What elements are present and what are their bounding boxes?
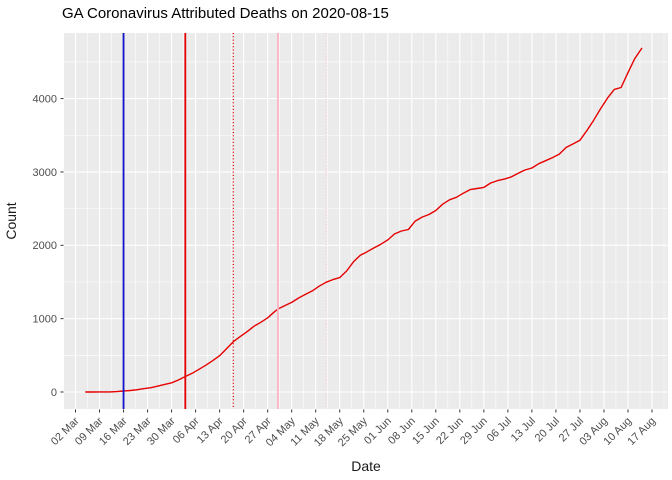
grid-layer [64,33,668,409]
x-tick-label: 20 Jul [533,415,562,444]
x-tick-label: 29 Jun [458,415,490,447]
x-tick-label: 06 Jul [485,415,514,444]
y-axis-title: Count [3,202,19,239]
chart-title: GA Coronavirus Attributed Deaths on 2020… [62,5,389,22]
y-tick-label: 1000 [33,313,57,325]
y-tick-label: 3000 [33,167,57,179]
event-lines-layer [122,33,327,409]
cumulative-deaths-line [85,47,643,393]
x-tick-label: 30 Mar [145,415,178,448]
x-tick-label: 13 Jul [509,415,538,444]
series-layer [85,47,643,393]
plot-panel-layer [64,33,668,409]
y-tick-label: 4000 [33,93,57,105]
x-axis-title: Date [351,458,381,474]
y-tick-label: 0 [51,387,57,399]
plot-panel [64,33,668,409]
y-tick-label: 2000 [33,240,57,252]
